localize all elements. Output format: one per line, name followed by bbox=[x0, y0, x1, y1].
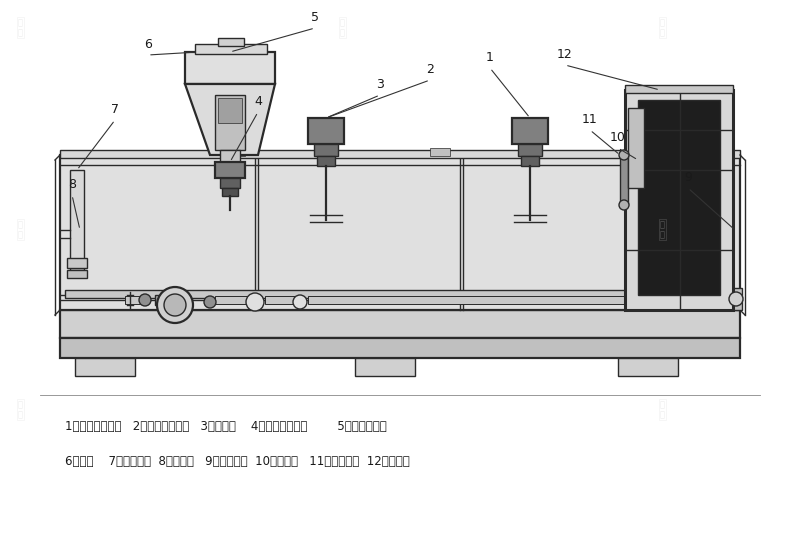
Circle shape bbox=[164, 294, 186, 316]
Bar bbox=[521, 156, 539, 166]
Bar bbox=[125, 296, 147, 304]
Bar bbox=[730, 288, 742, 310]
Bar bbox=[60, 338, 740, 358]
Circle shape bbox=[246, 293, 264, 311]
Text: 禹
工: 禹 工 bbox=[340, 18, 345, 37]
Bar bbox=[60, 155, 740, 310]
Bar bbox=[195, 44, 267, 54]
Text: 9: 9 bbox=[684, 171, 692, 184]
Circle shape bbox=[729, 292, 743, 306]
Text: 1、储存槽搨拌器   2、熟化槽搨拌器   3、熟化槽    4、混合槽搨拌器        5、自动吸料机: 1、储存槽搨拌器 2、熟化槽搨拌器 3、熟化槽 4、混合槽搨拌器 5、自动吸料机 bbox=[65, 420, 386, 433]
Bar bbox=[67, 258, 87, 268]
Bar bbox=[215, 95, 245, 150]
Bar bbox=[65, 290, 735, 298]
Bar bbox=[220, 150, 240, 162]
Bar bbox=[220, 178, 240, 188]
Bar bbox=[70, 170, 84, 270]
Text: 6、料仓    7、投料装置  8、混合槽   9、进水系统  10、储存槽   11、液位开关  12、电控箱: 6、料仓 7、投料装置 8、混合槽 9、进水系统 10、储存槽 11、液位开关 … bbox=[65, 455, 410, 468]
Text: 禹
工: 禹 工 bbox=[660, 400, 665, 419]
Circle shape bbox=[157, 287, 193, 323]
Bar bbox=[222, 188, 238, 196]
Bar bbox=[60, 150, 740, 158]
Text: 8: 8 bbox=[68, 178, 76, 191]
Bar bbox=[218, 98, 242, 123]
Bar bbox=[155, 295, 175, 305]
Text: 禹
工: 禹 工 bbox=[18, 18, 23, 37]
Text: 7: 7 bbox=[111, 103, 119, 116]
Bar bbox=[628, 108, 644, 188]
Bar bbox=[625, 85, 733, 93]
Bar bbox=[618, 358, 678, 376]
Text: 禹
工: 禹 工 bbox=[660, 18, 665, 37]
Text: 5: 5 bbox=[311, 11, 319, 24]
Bar bbox=[512, 118, 548, 144]
Bar bbox=[215, 296, 250, 304]
Text: 禹
工: 禹 工 bbox=[18, 400, 23, 419]
Text: 禹
工: 禹 工 bbox=[660, 220, 665, 239]
Bar bbox=[518, 144, 542, 156]
Bar bbox=[67, 270, 87, 278]
Text: 10: 10 bbox=[610, 131, 626, 144]
Bar bbox=[75, 358, 135, 376]
Bar bbox=[638, 100, 720, 295]
Bar bbox=[625, 90, 733, 310]
Bar bbox=[308, 296, 728, 304]
Text: 3: 3 bbox=[376, 78, 384, 91]
Text: 12: 12 bbox=[557, 48, 573, 61]
Polygon shape bbox=[185, 84, 275, 155]
Bar bbox=[218, 38, 244, 46]
Bar bbox=[60, 310, 740, 338]
Text: 4: 4 bbox=[254, 95, 262, 108]
Circle shape bbox=[619, 150, 629, 160]
Bar bbox=[225, 148, 245, 156]
Bar bbox=[620, 155, 628, 205]
Bar bbox=[430, 148, 450, 156]
Bar bbox=[314, 144, 338, 156]
Bar bbox=[265, 296, 295, 304]
Text: 1: 1 bbox=[486, 51, 494, 64]
Bar bbox=[308, 118, 344, 144]
Circle shape bbox=[293, 295, 307, 309]
Bar bbox=[355, 358, 415, 376]
Bar bbox=[185, 52, 275, 84]
Bar bbox=[630, 148, 650, 156]
Text: 2: 2 bbox=[426, 63, 434, 76]
Circle shape bbox=[139, 294, 151, 306]
Text: 禹
工: 禹 工 bbox=[18, 220, 23, 239]
Text: 6: 6 bbox=[144, 38, 152, 51]
Circle shape bbox=[619, 200, 629, 210]
Circle shape bbox=[204, 296, 216, 308]
Text: 11: 11 bbox=[582, 113, 598, 126]
Bar bbox=[215, 162, 245, 178]
Bar bbox=[317, 156, 335, 166]
